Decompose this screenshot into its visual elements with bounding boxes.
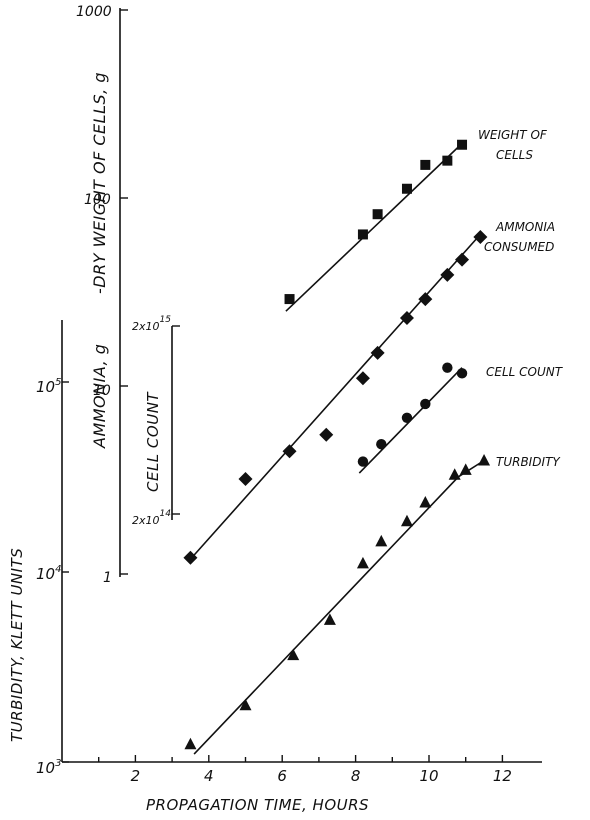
triangle-mark-3-3 xyxy=(323,613,336,625)
circle-mark-2-2 xyxy=(401,412,413,423)
triangle-mark-3-5 xyxy=(375,534,388,547)
label-weight-of-cells-2: CELLS xyxy=(496,148,533,162)
fit-lines xyxy=(189,142,485,755)
circle-mark-2-4 xyxy=(442,362,453,373)
data-marks xyxy=(183,139,491,750)
fit-line-0 xyxy=(285,142,463,312)
triangle-mark-3-10 xyxy=(478,454,491,466)
turbidity-axis-title: TURBIDITY, KLETT UNITS xyxy=(8,548,26,742)
diamond-mark-1-1 xyxy=(238,472,253,487)
diamond-mark-1-2 xyxy=(282,444,297,459)
x-axis-title: PROPAGATION TIME, HOURS xyxy=(146,796,369,814)
turbidity-tick-labels: 103 104 105 xyxy=(36,377,61,777)
cell-count-axis-title: CELL COUNT xyxy=(144,391,162,492)
triangle-mark-3-1 xyxy=(239,698,252,711)
square-mark-0-1 xyxy=(357,229,368,240)
square-mark-0-6 xyxy=(457,139,468,150)
triangle-mark-3-2 xyxy=(287,648,300,661)
turbidity-tick-1e5: 105 xyxy=(36,377,61,396)
triangle-mark-3-4 xyxy=(356,556,369,569)
diamond-mark-1-3 xyxy=(319,427,334,442)
triangle-mark-3-9 xyxy=(459,463,472,475)
x-tick-label-4: 4 xyxy=(204,767,214,785)
label-ammonia-consumed-1: AMMONIA xyxy=(495,220,555,234)
x-tick-label-12: 12 xyxy=(493,767,512,785)
aw-tick-100: 100 xyxy=(84,192,111,208)
triangle-mark-3-6 xyxy=(400,514,413,527)
ammonia-weight-tick-labels: 1 10 100 1000 xyxy=(76,4,112,586)
label-weight-of-cells-1: WEIGHT OF xyxy=(478,128,548,142)
square-mark-0-5 xyxy=(442,155,453,166)
label-cell-count: CELL COUNT xyxy=(486,365,564,379)
diamond-mark-1-7 xyxy=(418,292,433,307)
weight-axis-title: -DRY WEIGHT OF CELLS, g xyxy=(90,72,109,294)
x-tick-label-2: 2 xyxy=(131,767,141,785)
circle-mark-2-3 xyxy=(420,398,431,410)
diamond-mark-1-9 xyxy=(455,252,470,267)
triangle-mark-3-0 xyxy=(184,737,197,750)
x-tick-label-8: 8 xyxy=(351,767,361,785)
triangle-mark-3-7 xyxy=(419,496,432,508)
aw-tick-1: 1 xyxy=(103,570,112,586)
circle-mark-2-0 xyxy=(357,456,369,467)
fit-line-3 xyxy=(193,459,485,755)
diamond-mark-1-8 xyxy=(440,267,455,282)
x-tick-label-6: 6 xyxy=(277,767,287,785)
square-mark-0-4 xyxy=(420,159,431,170)
triangle-mark-3-8 xyxy=(448,468,461,480)
cc-tick-2e15: 2x1015 xyxy=(132,315,171,333)
label-ammonia-consumed-2: CONSUMED xyxy=(484,240,554,254)
fit-line-1 xyxy=(189,233,481,560)
square-mark-0-2 xyxy=(372,209,383,220)
square-mark-0-0 xyxy=(284,294,295,305)
square-mark-0-3 xyxy=(401,183,412,194)
circle-mark-2-5 xyxy=(456,368,468,379)
x-tick-label-10: 10 xyxy=(419,767,438,785)
diamond-mark-1-4 xyxy=(355,371,370,386)
axis-ticks xyxy=(62,9,504,763)
diamond-mark-1-6 xyxy=(399,310,414,325)
aw-tick-10: 10 xyxy=(93,383,111,399)
turbidity-tick-1e4: 104 xyxy=(36,564,61,583)
circle-mark-2-1 xyxy=(376,439,387,450)
ammonia-axis-title: AMMONIA, g xyxy=(90,344,109,449)
diamond-mark-1-10 xyxy=(473,230,488,245)
turbidity-tick-1e3: 103 xyxy=(36,758,61,777)
aw-tick-1000: 1000 xyxy=(76,4,112,20)
cc-tick-2e14: 2x1014 xyxy=(132,509,171,527)
diamond-mark-1-5 xyxy=(370,345,385,360)
diamond-mark-1-0 xyxy=(183,550,198,565)
series-labels: WEIGHT OF CELLS AMMONIA CONSUMED CELL CO… xyxy=(478,128,564,469)
x-tick-labels: 2 4 6 8 10 12 xyxy=(131,767,512,785)
label-turbidity: TURBIDITY xyxy=(496,455,561,469)
